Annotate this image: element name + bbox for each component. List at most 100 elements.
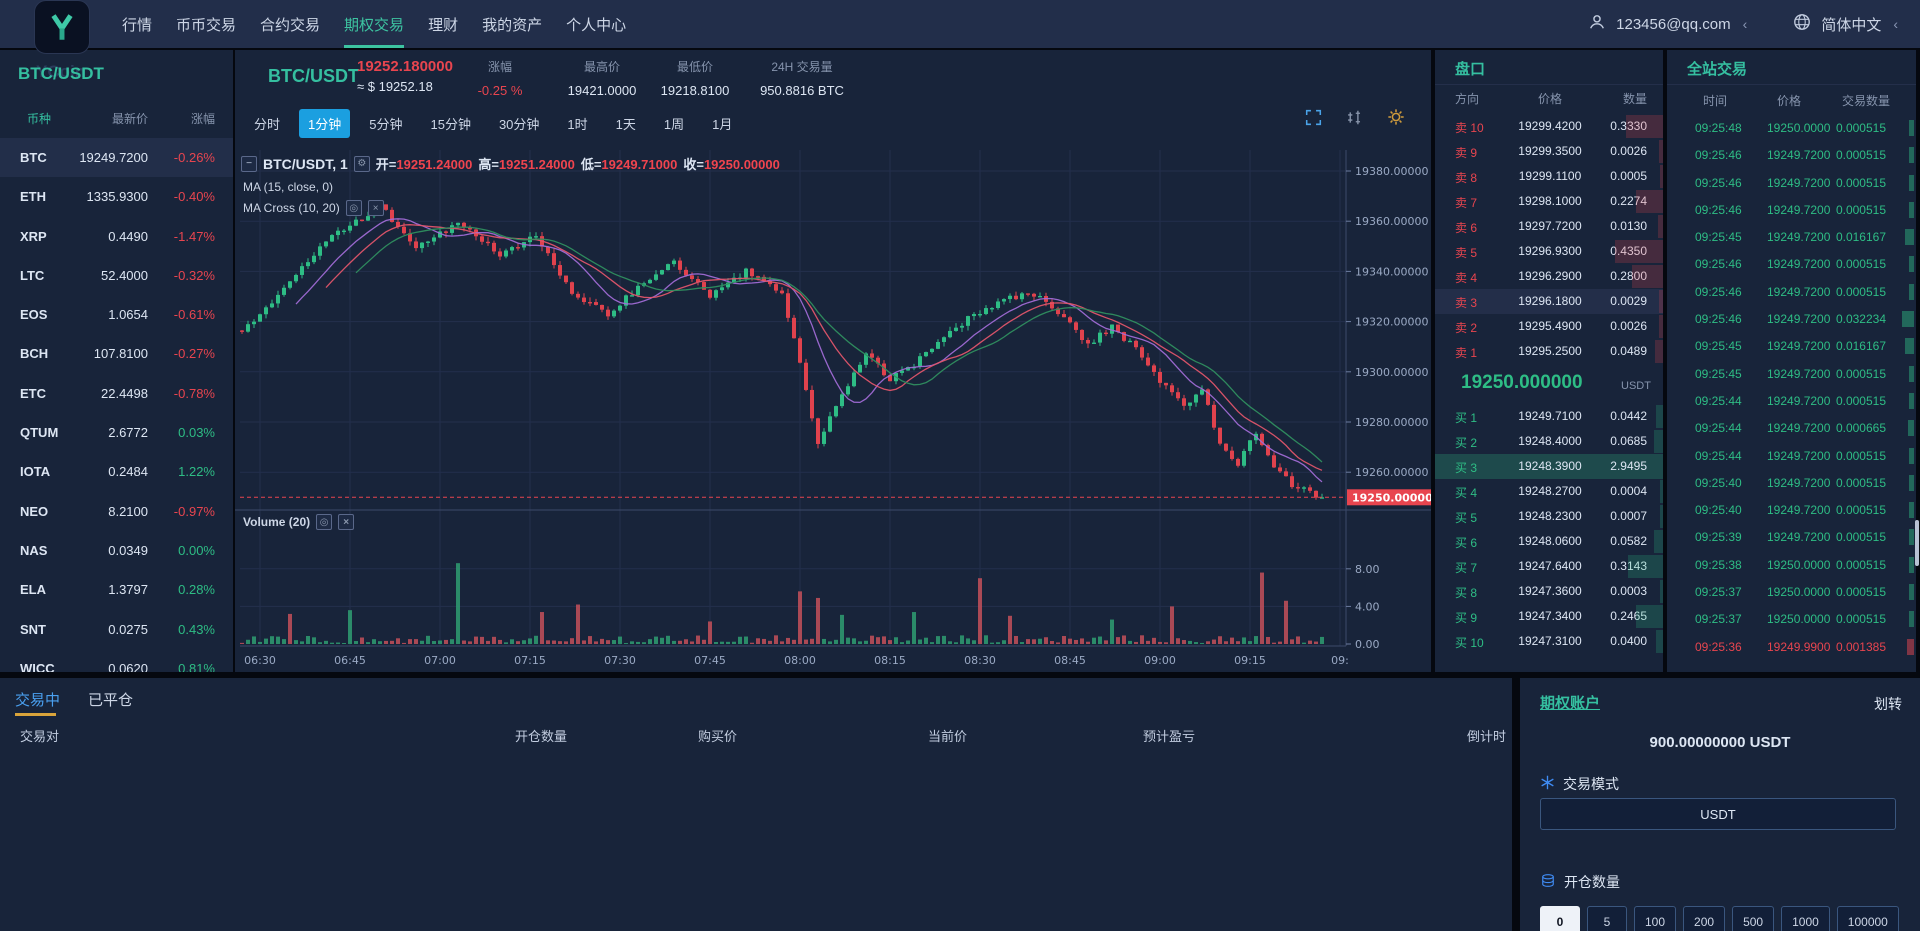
nav-item-1[interactable]: 行情	[122, 16, 153, 34]
ask-row[interactable]: 卖 2 19295.4900 0.0026	[1435, 314, 1663, 339]
bid-row[interactable]: 买 7 19247.6400 0.3143	[1435, 554, 1663, 579]
market-row[interactable]: EOS 1.0654 -0.61%	[0, 295, 233, 334]
language-selector[interactable]: 简体中文	[1821, 16, 1882, 34]
collapse-icon[interactable]: −	[241, 155, 257, 172]
amount-button-0[interactable]: 0	[1540, 906, 1580, 931]
user-chevron-icon[interactable]: ‹	[1742, 16, 1748, 32]
ask-row[interactable]: 卖 3 19296.1800 0.0029	[1435, 289, 1663, 314]
bid-row[interactable]: 买 2 19248.4000 0.0685	[1435, 429, 1663, 454]
bid-row[interactable]: 买 4 19248.2700 0.0004	[1435, 479, 1663, 504]
interval-1周[interactable]: 1周	[663, 116, 685, 132]
market-row[interactable]: QTUM 2.6772 0.03%	[0, 413, 233, 452]
nav-item-2[interactable]: 币币交易	[176, 16, 237, 34]
ask-row[interactable]: 卖 1 19295.2500 0.0489	[1435, 339, 1663, 364]
ask-row[interactable]: 卖 9 19299.3500 0.0026	[1435, 139, 1663, 164]
fullscreen-icon[interactable]	[1305, 109, 1322, 131]
amount-button-1000[interactable]: 1000	[1781, 906, 1830, 931]
interval-分时[interactable]: 分时	[254, 116, 281, 132]
market-row[interactable]: XRP 0.4490 -1.47%	[0, 217, 233, 256]
ask-depth-bar	[1615, 240, 1663, 263]
bid-row[interactable]: 买 1 19249.7100 0.0442	[1435, 404, 1663, 429]
trades-panel: 全站交易 时间 价格 交易数量 09:25:48 19250.0000 0.000515…	[1667, 50, 1916, 672]
bid-row[interactable]: 买 8 19247.3600 0.0003	[1435, 579, 1663, 604]
col-symbol[interactable]: 币种	[27, 112, 52, 126]
interval-30分钟[interactable]: 30分钟	[498, 116, 540, 132]
market-row[interactable]: WICC 0.0620 0.81%	[0, 649, 233, 672]
settings-gear-icon[interactable]	[1387, 108, 1405, 131]
col-change[interactable]: 涨幅	[190, 112, 215, 126]
indicator-visibility-icon[interactable]: ◎	[345, 200, 362, 216]
col-last-price[interactable]: 最新价	[111, 112, 148, 126]
account-title[interactable]: 期权账户	[1540, 695, 1601, 712]
interval-1月[interactable]: 1月	[712, 116, 733, 132]
tab-closed[interactable]: 已平仓	[88, 691, 134, 709]
market-row[interactable]: BCH 107.8100 -0.27%	[0, 334, 233, 373]
ask-price: 19297.7200	[1518, 219, 1582, 233]
interval-1分钟[interactable]: 1分钟	[299, 108, 351, 138]
ask-price: 19296.2900	[1518, 269, 1582, 283]
volume-visibility-icon[interactable]: ◎	[316, 514, 333, 530]
trade-row: 09:25:44 19249.7200 0.000515	[1667, 442, 1916, 469]
tab-trading[interactable]: 交易中	[15, 689, 60, 716]
bid-row[interactable]: 买 3 19248.3900 2.9495	[1435, 454, 1663, 479]
nav-item-3[interactable]: 合约交易	[260, 16, 321, 34]
trade-volume-bar	[1907, 638, 1914, 655]
user-email[interactable]: 123456@qq.com	[1616, 15, 1731, 33]
ticker-pair: BTC/USDT	[268, 66, 359, 86]
interval-1天[interactable]: 1天	[615, 116, 636, 132]
trade-volume-bar	[1909, 447, 1914, 464]
market-row[interactable]: NAS 0.0349 0.00%	[0, 531, 233, 570]
candlestick-chart[interactable]: 19380.00000 19360.00000 19340.00000 19320.0…	[235, 50, 1431, 672]
market-row[interactable]: IOTA 0.2484 1.22%	[0, 452, 233, 491]
ask-row[interactable]: 卖 5 19296.9300 0.4350	[1435, 239, 1663, 264]
amount-button-200[interactable]: 200	[1683, 906, 1726, 931]
amount-button-100000[interactable]: 100000	[1836, 906, 1899, 931]
ask-row[interactable]: 卖 8 19299.1100 0.0005	[1435, 164, 1663, 189]
market-symbol: ETH	[20, 189, 46, 205]
amount-button-500[interactable]: 500	[1732, 906, 1775, 931]
nav-item-6[interactable]: 我的资产	[482, 16, 543, 34]
market-price: 1.0654	[108, 307, 148, 323]
svg-text:07:15: 07:15	[514, 654, 546, 667]
interval-1时[interactable]: 1时	[567, 116, 588, 132]
trade-price: 19249.9900	[1767, 639, 1831, 654]
market-row[interactable]: NEO 8.2100 -0.97%	[0, 492, 233, 531]
volume-remove-icon[interactable]: ×	[338, 514, 355, 530]
trade-volume-bar	[1909, 584, 1914, 601]
svg-text:08:15: 08:15	[874, 654, 906, 667]
market-row[interactable]: SNT 0.0275 0.43%	[0, 610, 233, 649]
amount-button-5[interactable]: 5	[1587, 906, 1627, 931]
brand-logo[interactable]	[34, 0, 90, 54]
legend-gear-icon[interactable]: ⚙	[353, 155, 370, 172]
language-chevron-icon[interactable]: ‹	[1893, 16, 1898, 32]
market-change: 0.28%	[178, 582, 215, 598]
interval-5分钟[interactable]: 5分钟	[369, 116, 403, 132]
nav-item-4[interactable]: 期权交易	[344, 0, 405, 48]
nav-item-7[interactable]: 个人中心	[566, 16, 627, 34]
indicator-remove-icon[interactable]: ×	[367, 200, 384, 216]
amount-button-100[interactable]: 100	[1634, 906, 1677, 931]
bid-row[interactable]: 买 6 19248.0600 0.0582	[1435, 529, 1663, 554]
bid-depth-bar	[1660, 505, 1663, 528]
trade-price: 19250.0000	[1767, 557, 1831, 572]
bid-row[interactable]: 买 9 19247.3400 0.2465	[1435, 604, 1663, 629]
market-row[interactable]: ETC 22.4498 -0.78%	[0, 374, 233, 413]
market-price: 0.0349	[108, 542, 148, 558]
bid-row[interactable]: 买 10 19247.3100 0.0400	[1435, 629, 1663, 654]
chart-type-icon[interactable]	[1346, 109, 1363, 131]
ask-row[interactable]: 卖 7 19298.1000 0.2274	[1435, 189, 1663, 214]
scrollbar-thumb[interactable]	[1915, 520, 1919, 566]
bid-row[interactable]: 买 5 19248.2300 0.0007	[1435, 504, 1663, 529]
market-row[interactable]: BTC 19249.7200 -0.26%	[0, 138, 233, 178]
trade-mode-select[interactable]: USDT	[1540, 798, 1896, 830]
market-row[interactable]: LTC 52.4000 -0.32%	[0, 256, 233, 295]
bid-depth-bar	[1656, 630, 1663, 653]
market-row[interactable]: ETH 1335.9300 -0.40%	[0, 177, 233, 216]
ask-row[interactable]: 卖 10 19299.4200 0.3330	[1435, 114, 1663, 139]
market-row[interactable]: ELA 1.3797 0.28%	[0, 570, 233, 609]
nav-item-5[interactable]: 理财	[428, 16, 459, 34]
ask-row[interactable]: 卖 4 19296.2900 0.2800	[1435, 264, 1663, 289]
transfer-link[interactable]: 划转	[1874, 696, 1902, 712]
interval-15分钟[interactable]: 15分钟	[430, 116, 471, 132]
ask-row[interactable]: 卖 6 19297.7200 0.0130	[1435, 214, 1663, 239]
